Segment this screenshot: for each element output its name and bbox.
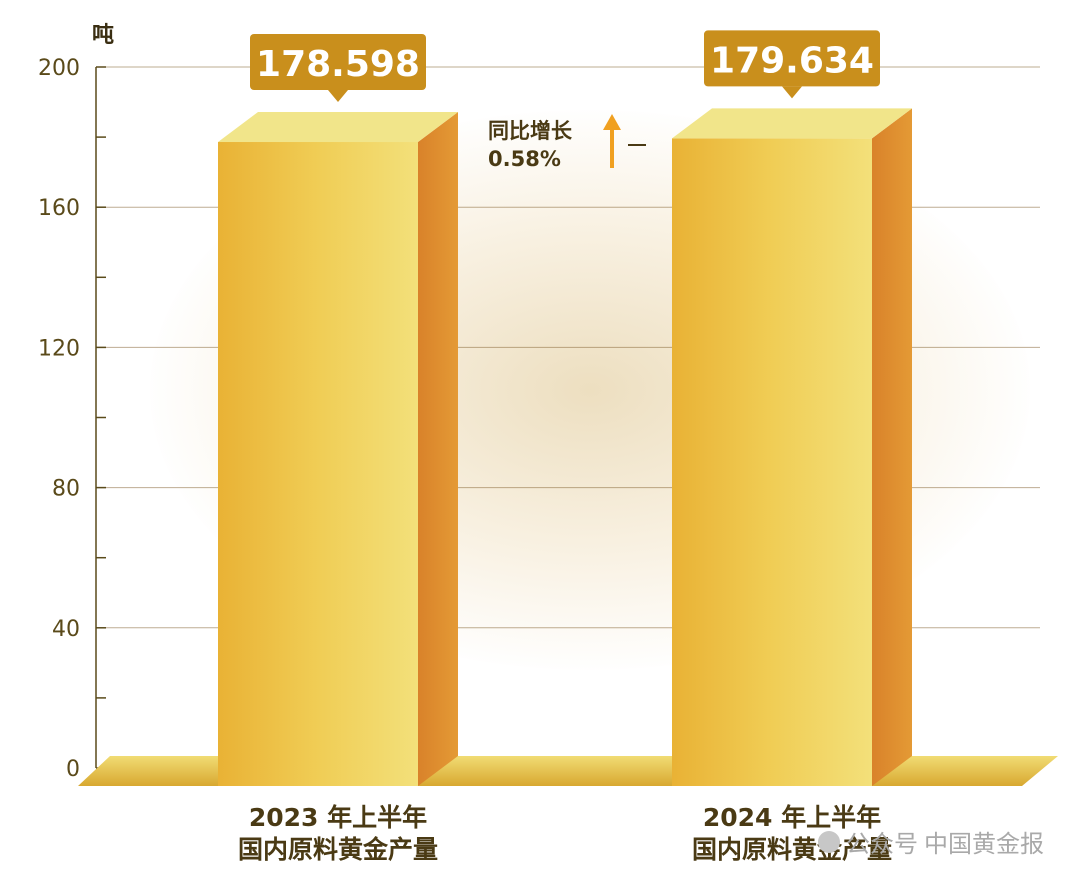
x-category-label: 2024 年上半年	[703, 803, 881, 832]
growth-label: 同比增长	[488, 119, 573, 143]
y-unit-label: 吨	[92, 23, 114, 48]
bar-side	[418, 112, 458, 786]
bar	[218, 112, 458, 786]
value-callout: 178.598	[250, 34, 426, 103]
x-category-label: 国内原料黄金产量	[238, 835, 438, 864]
wechat-icon	[818, 830, 840, 853]
up-arrow-icon	[603, 114, 621, 168]
y-tick-label: 120	[38, 336, 80, 361]
callout-pointer	[782, 86, 802, 99]
callout-box	[250, 34, 426, 91]
x-category-label: 国内原料黄金产量	[692, 835, 892, 864]
data-label: 179.634	[710, 40, 874, 81]
growth-annotation: 同比增长 0.58%	[488, 114, 646, 171]
x-category-label: 2023 年上半年	[249, 803, 427, 832]
data-label: 178.598	[256, 44, 420, 85]
y-tick-label: 160	[38, 196, 80, 221]
watermark-name: 中国黄金报	[924, 830, 1044, 858]
callout-box	[704, 30, 880, 87]
callout-pointer	[328, 90, 348, 103]
y-tick-label: 200	[38, 56, 80, 81]
value-callout: 179.634	[704, 30, 880, 99]
y-tick-label: 0	[66, 757, 80, 782]
bar-top	[672, 108, 912, 139]
y-tick-label: 80	[52, 477, 80, 502]
bar-top	[218, 112, 458, 143]
bar-side	[872, 108, 912, 787]
growth-value: 0.58%	[488, 147, 561, 171]
y-tick-label: 40	[52, 617, 80, 642]
bar-front	[672, 138, 872, 787]
bar	[672, 108, 912, 787]
bar-front	[218, 142, 418, 786]
watermark-prefix: 公众号	[846, 830, 918, 858]
watermark: 公众号 中国黄金报	[818, 824, 1044, 859]
